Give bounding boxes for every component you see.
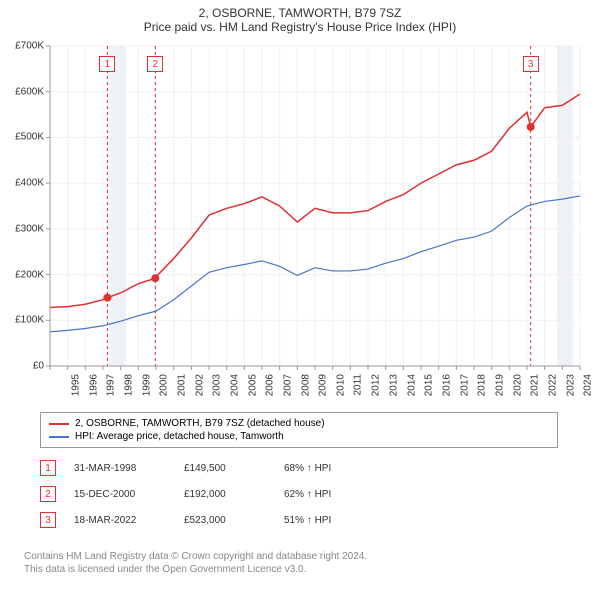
sale-price: £192,000: [184, 489, 284, 500]
sale-price: £523,000: [184, 515, 284, 526]
sale-pct: 51% ↑ HPI: [284, 515, 331, 526]
sale-date: 15-DEC-2000: [74, 489, 184, 500]
y-tick-label: £200K: [0, 269, 44, 280]
chart-container: 2, OSBORNE, TAMWORTH, B79 7SZ Price paid…: [0, 0, 600, 590]
x-tick-label: 1997: [106, 374, 117, 396]
x-tick-label: 2005: [247, 374, 258, 396]
y-tick-label: £500K: [0, 132, 44, 143]
chart-svg: [0, 0, 600, 420]
chart-marker-box: 1: [99, 56, 115, 72]
x-tick-label: 2018: [477, 374, 488, 396]
x-tick-label: 2004: [229, 374, 240, 396]
x-tick-label: 2021: [530, 374, 541, 396]
sale-price: £149,500: [184, 463, 284, 474]
sale-date: 31-MAR-1998: [74, 463, 184, 474]
chart-marker-box: 2: [147, 56, 163, 72]
x-tick-label: 2013: [388, 374, 399, 396]
sale-number-box: 1: [40, 460, 56, 476]
x-tick-label: 1999: [141, 374, 152, 396]
x-tick-label: 2006: [265, 374, 276, 396]
x-tick-label: 2012: [371, 374, 382, 396]
x-tick-label: 2011: [352, 374, 363, 396]
sale-date: 18-MAR-2022: [74, 515, 184, 526]
legend-swatch: [49, 436, 69, 438]
y-tick-label: £300K: [0, 223, 44, 234]
x-tick-label: 2016: [441, 374, 452, 396]
legend-box: 2, OSBORNE, TAMWORTH, B79 7SZ (detached …: [40, 412, 558, 448]
sale-row: 1 31-MAR-1998£149,50068% ↑ HPI: [40, 460, 331, 476]
x-tick-label: 2010: [335, 374, 346, 396]
x-tick-label: 2023: [565, 374, 576, 396]
x-tick-label: 1996: [88, 374, 99, 396]
legend-label: 2, OSBORNE, TAMWORTH, B79 7SZ (detached …: [75, 418, 325, 429]
x-tick-label: 2014: [406, 374, 417, 396]
chart-marker-box: 3: [523, 56, 539, 72]
x-tick-label: 2015: [424, 374, 435, 396]
legend-swatch: [49, 423, 69, 425]
footer-line-2: This data is licensed under the Open Gov…: [24, 563, 367, 576]
x-tick-label: 2017: [459, 374, 470, 396]
x-tick-label: 1995: [70, 374, 81, 396]
y-tick-label: £100K: [0, 315, 44, 326]
sale-row: 3 18-MAR-2022£523,00051% ↑ HPI: [40, 512, 331, 528]
sale-pct: 62% ↑ HPI: [284, 489, 331, 500]
y-tick-label: £600K: [0, 86, 44, 97]
sale-number-box: 2: [40, 486, 56, 502]
x-tick-label: 2003: [212, 374, 223, 396]
y-tick-label: £700K: [0, 41, 44, 52]
legend-label: HPI: Average price, detached house, Tamw…: [75, 431, 284, 442]
x-tick-label: 1998: [123, 374, 134, 396]
x-tick-label: 2002: [194, 374, 205, 396]
sale-pct: 68% ↑ HPI: [284, 463, 331, 474]
footer-line-1: Contains HM Land Registry data © Crown c…: [24, 550, 367, 563]
y-tick-label: £0: [0, 361, 44, 372]
sale-number-box: 3: [40, 512, 56, 528]
y-tick-label: £400K: [0, 178, 44, 189]
x-tick-label: 2009: [318, 374, 329, 396]
sale-row: 2 15-DEC-2000£192,00062% ↑ HPI: [40, 486, 331, 502]
legend-row: 2, OSBORNE, TAMWORTH, B79 7SZ (detached …: [49, 417, 549, 430]
x-tick-label: 2019: [494, 374, 505, 396]
x-tick-label: 2000: [159, 374, 170, 396]
legend-row: HPI: Average price, detached house, Tamw…: [49, 430, 549, 443]
x-tick-label: 2022: [547, 374, 558, 396]
x-tick-label: 2020: [512, 374, 523, 396]
x-tick-label: 2001: [176, 374, 187, 396]
x-tick-label: 2008: [300, 374, 311, 396]
footer-text: Contains HM Land Registry data © Crown c…: [24, 550, 367, 576]
x-tick-label: 2024: [583, 374, 594, 396]
x-tick-label: 2007: [282, 374, 293, 396]
